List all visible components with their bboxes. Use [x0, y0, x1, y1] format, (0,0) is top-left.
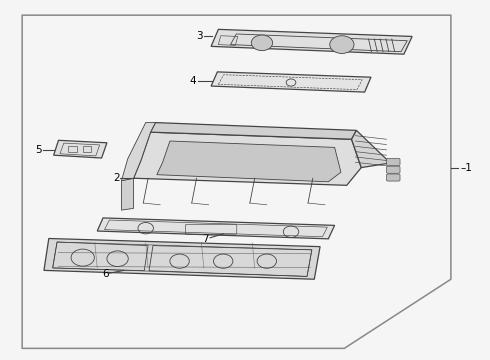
Polygon shape — [53, 140, 107, 158]
Text: 3: 3 — [196, 31, 203, 41]
Bar — [68, 146, 77, 152]
FancyBboxPatch shape — [387, 174, 400, 181]
Text: 4: 4 — [190, 76, 196, 86]
Text: 2: 2 — [113, 173, 120, 183]
Text: 7: 7 — [202, 234, 209, 244]
Polygon shape — [211, 30, 412, 54]
FancyBboxPatch shape — [387, 166, 400, 173]
Text: 6: 6 — [102, 269, 108, 279]
Circle shape — [330, 36, 354, 54]
Polygon shape — [22, 15, 451, 348]
Polygon shape — [134, 132, 361, 185]
Polygon shape — [122, 178, 134, 210]
FancyBboxPatch shape — [387, 158, 400, 166]
Text: –1: –1 — [460, 163, 472, 172]
Bar — [83, 146, 92, 152]
Polygon shape — [157, 141, 341, 182]
Polygon shape — [44, 238, 320, 279]
Polygon shape — [352, 130, 391, 168]
Circle shape — [251, 35, 272, 51]
Polygon shape — [150, 123, 356, 139]
Polygon shape — [211, 72, 371, 92]
Polygon shape — [122, 123, 155, 181]
Polygon shape — [97, 218, 335, 239]
Text: 5: 5 — [35, 145, 42, 155]
